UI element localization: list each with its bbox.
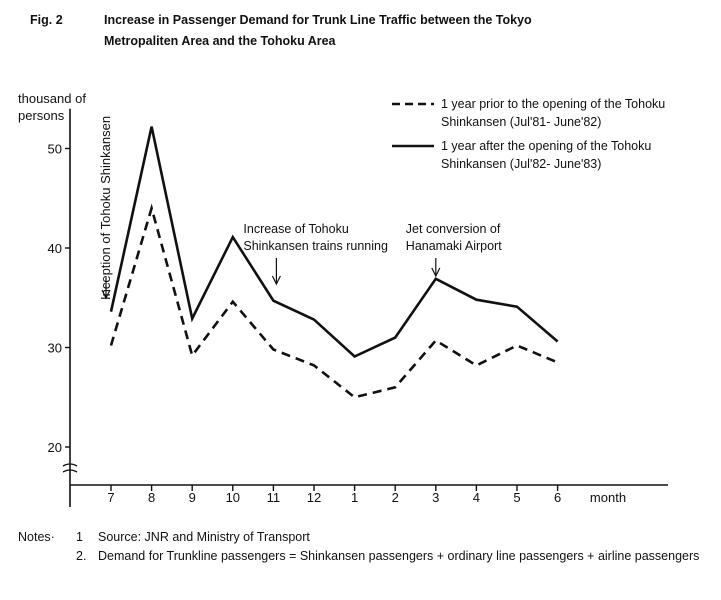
note-number: 1 [76, 530, 83, 544]
annotation-inception: Inception of Tohoku Shinkansen [98, 116, 113, 300]
figure-title: Fig. 2 Increase in Passenger Demand for T… [30, 10, 690, 52]
x-tick-label: 5 [513, 490, 520, 505]
y-tick-label: 40 [48, 241, 62, 256]
y-tick-label: 50 [48, 142, 62, 157]
x-tick-label: 4 [473, 490, 480, 505]
x-tick-label: 11 [267, 490, 281, 505]
x-axis-label: month [590, 490, 626, 505]
annotation-label: Jet conversion of [406, 222, 501, 236]
x-tick-label: 9 [189, 490, 196, 505]
annotation-arrowhead [271, 275, 281, 286]
legend-label: 1 year prior to the opening of the Tohok… [441, 97, 665, 111]
annotation-label: Increase of Tohoku [243, 222, 348, 236]
annotation-arrowhead [101, 289, 111, 300]
figure-title-line1: Increase in Passenger Demand for Trunk L… [104, 13, 532, 27]
notes: Notes· 1 Source: JNR and Ministry of Tra… [18, 528, 708, 566]
annotation-arrowhead [431, 267, 441, 278]
series-line-after-year [109, 126, 559, 359]
axis-break-mark [62, 463, 78, 467]
legend-label: 1 year after the opening of the Tohoku [441, 139, 651, 153]
y-axis-label: persons [18, 108, 65, 123]
y-axis-label: thousand of [18, 91, 86, 106]
x-tick-label: 12 [307, 490, 321, 505]
note-text: Demand for Trunkline passengers = Shinka… [98, 549, 700, 563]
annotation-label: Shinkansen trains running [243, 239, 388, 253]
note-text: Source: JNR and Ministry of Transport [98, 530, 310, 544]
annotation-label: Hanamaki Airport [406, 239, 502, 253]
x-tick-label: 3 [432, 490, 439, 505]
note-2: 2. Demand for Trunkline passengers = Shi… [18, 547, 708, 566]
figure-label: Fig. 2 [30, 13, 63, 27]
note-1: Notes· 1 Source: JNR and Ministry of Tra… [18, 528, 708, 547]
y-tick-label: 30 [48, 341, 62, 356]
legend-label: Shinkansen (Jul'82- June'83) [441, 157, 601, 171]
x-tick-label: 10 [226, 490, 240, 505]
chart-series [109, 126, 559, 399]
note-number: 2. [76, 549, 87, 563]
figure-title-line2: Metropaliten Area and the Tohoku Area [104, 34, 336, 48]
x-tick-label: 6 [554, 490, 561, 505]
legend-label: Shinkansen (Jul'81- June'82) [441, 115, 601, 129]
chart-annotations: Inception of Tohoku Shinkansen Increase o… [98, 116, 502, 300]
chart-legend: 1 year prior to the opening of the Tohok… [392, 97, 665, 171]
x-tick-label: 1 [351, 490, 358, 505]
series-line-prior-year [109, 203, 559, 399]
notes-heading: Notes· [18, 530, 55, 544]
x-tick-label: 7 [107, 490, 114, 505]
x-tick-label: 8 [148, 490, 155, 505]
x-tick-label: 2 [392, 490, 399, 505]
axis-break-mark [62, 469, 78, 473]
y-tick-label: 20 [48, 440, 62, 455]
chart-axes: thousand of persons [18, 91, 668, 507]
